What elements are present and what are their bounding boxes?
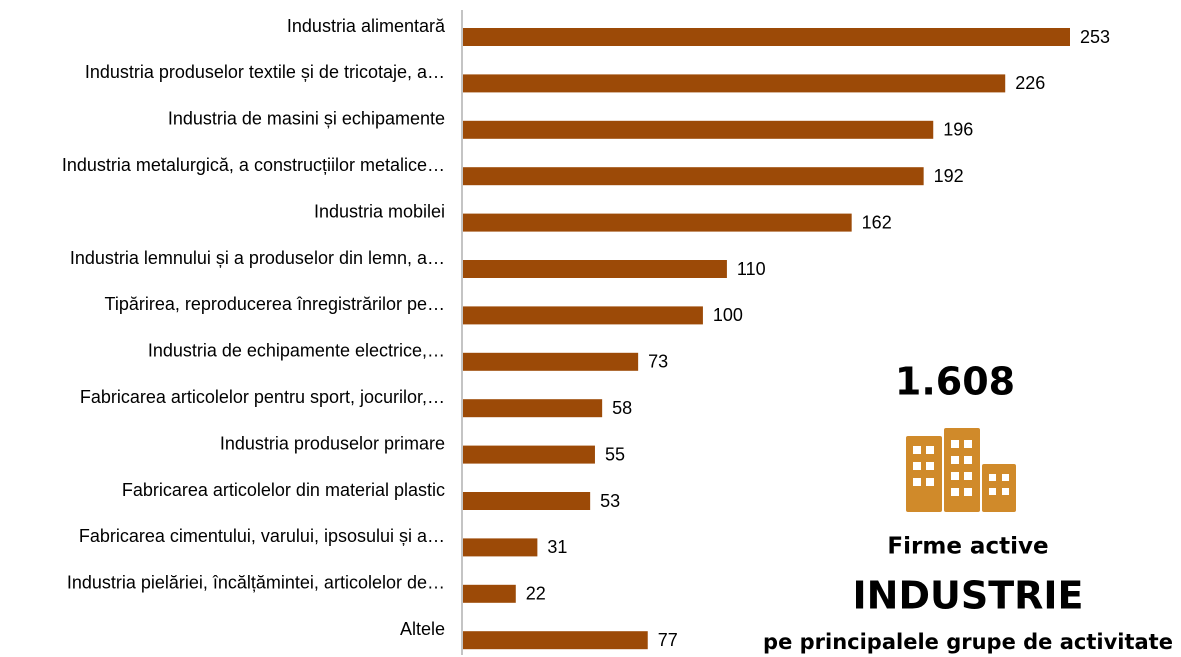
category-label: Industria pielăriei, încălțămintei, arti…: [67, 573, 445, 593]
category-label: Industria mobilei: [314, 201, 445, 221]
category-label: Industria produselor textile și de trico…: [85, 62, 445, 82]
value-label: 77: [658, 630, 678, 650]
bar: [463, 538, 538, 557]
value-label: 110: [737, 259, 766, 279]
category-label: Industria metalurgică, a construcțiilor …: [62, 155, 445, 175]
bar: [463, 445, 595, 464]
bar: [463, 631, 648, 650]
value-label: 192: [934, 166, 964, 186]
value-label: 22: [526, 584, 546, 604]
bar: [463, 492, 591, 510]
caption: pe principalele grupe de activitate: [763, 630, 1173, 654]
category-label: Fabricarea articolelor din material plas…: [122, 480, 445, 500]
category-label: Industria alimentară: [287, 16, 446, 36]
subtitle: Firme active: [887, 534, 1048, 560]
heading: INDUSTRIE: [853, 574, 1084, 618]
value-label: 100: [713, 305, 743, 325]
value-label: 53: [600, 491, 620, 511]
bar: [463, 399, 603, 418]
category-label: Industria de echipamente electrice,…: [148, 341, 445, 361]
bar: [463, 584, 516, 603]
category-label: Industria lemnului și a produselor din l…: [70, 248, 445, 268]
category-label: Fabricarea articolelor pentru sport, joc…: [80, 387, 445, 407]
category-label: Fabricarea cimentului, varului, ipsosulu…: [79, 526, 445, 546]
value-label: 58: [612, 398, 632, 418]
value-label: 55: [605, 444, 625, 464]
category-label: Altele: [400, 619, 445, 639]
bar: [463, 28, 1070, 46]
bar: [463, 213, 852, 232]
bar: [463, 74, 1006, 93]
bar: [463, 120, 934, 139]
bar: [463, 167, 924, 186]
total: 1.608: [895, 360, 1015, 404]
bar: [463, 352, 639, 371]
buildings-icon: [906, 428, 1016, 512]
bar: [463, 260, 727, 278]
value-label: 253: [1080, 27, 1110, 47]
category-label: Industria de masini și echipamente: [168, 109, 445, 129]
value-label: 226: [1015, 73, 1045, 93]
value-label: 31: [547, 537, 567, 557]
category-label: Industria produselor primare: [220, 433, 445, 453]
value-label: 73: [648, 352, 668, 372]
value-label: 196: [943, 120, 973, 140]
value-label: 162: [862, 212, 892, 232]
bar: [463, 306, 703, 325]
category-label: Tipărirea, reproducerea înregistrărilor …: [105, 294, 445, 314]
